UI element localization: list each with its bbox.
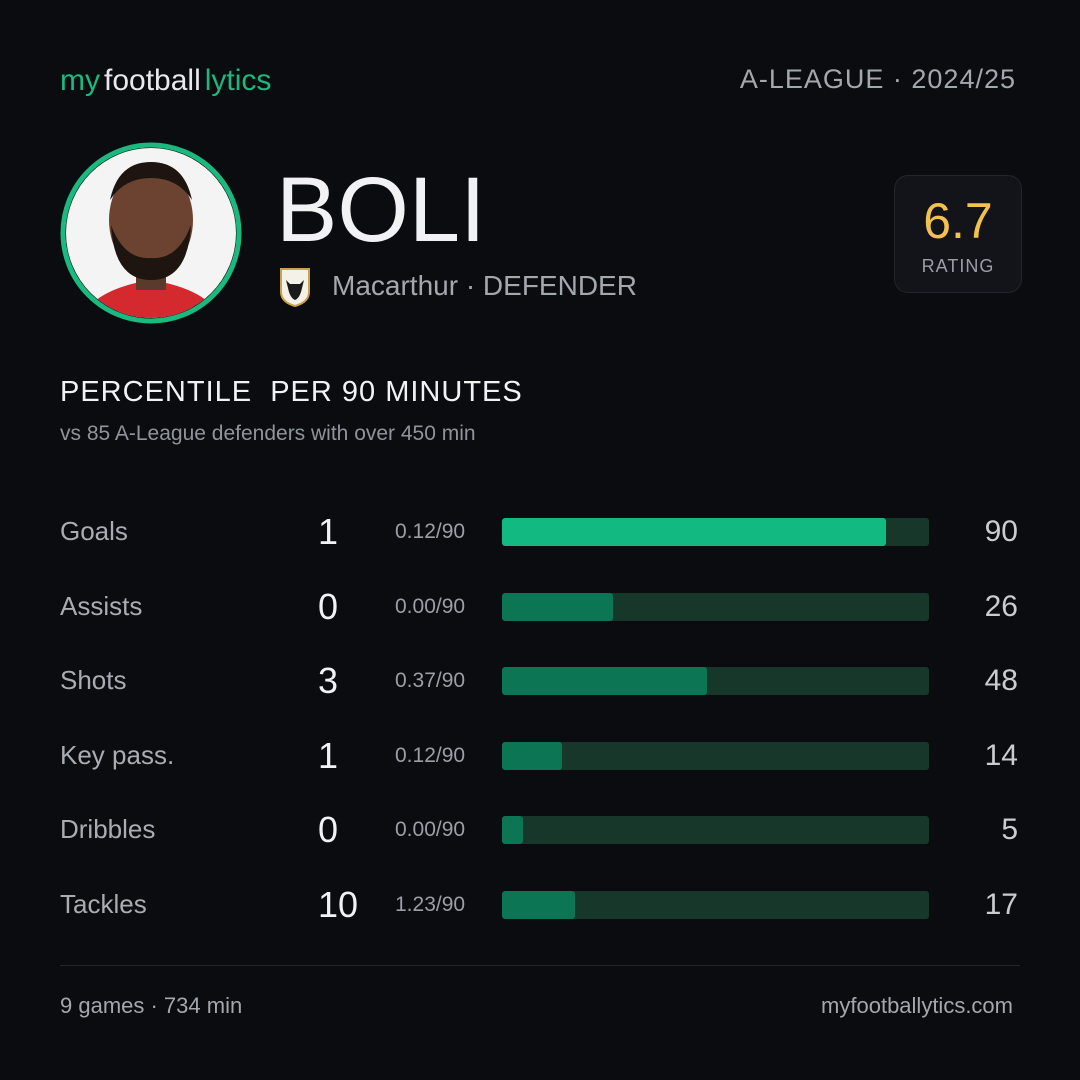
bar-track [502, 667, 929, 696]
divider [60, 965, 1020, 966]
stat-per90: 0.12/90 [395, 743, 466, 767]
rating-value: 6.7 [923, 193, 993, 249]
player-subtitle: Macarthur · DEFENDER [332, 270, 637, 301]
brand-part: football [104, 64, 201, 97]
stat-per90: 0.37/90 [395, 669, 466, 693]
player-name: BOLI [276, 159, 486, 261]
stat-total: 0 [318, 585, 339, 627]
bar [502, 667, 707, 696]
bar [502, 592, 614, 621]
stat-total: 10 [318, 884, 359, 925]
rating-box: 6.7 RATING [894, 175, 1022, 293]
club-badge [280, 268, 310, 308]
bar-track [502, 741, 929, 770]
footer-site: myfootballytics.com [821, 993, 1013, 1018]
bar-track [502, 518, 929, 546]
bar-track [502, 816, 929, 845]
stat-per90: 0.00/90 [395, 818, 466, 842]
stat-per90: 0.12/90 [395, 520, 466, 543]
stat-name: Assists [60, 590, 143, 621]
footer-summary: 9 games · 734 min [60, 993, 243, 1018]
bar-track [502, 891, 929, 919]
stat-percentile: 26 [984, 589, 1018, 623]
stat-name: Goals [60, 516, 128, 546]
league: A-LEAGUE · 2024/25 [739, 64, 1016, 94]
stat-percentile: 17 [984, 888, 1018, 921]
stat-percentile: 5 [1001, 813, 1018, 847]
stat-total: 1 [318, 511, 339, 552]
stat-name: Dribbles [60, 814, 156, 845]
section-title: PERCENTILE PER 90 MINUTES [60, 376, 523, 408]
stat-name: Tackles [60, 889, 147, 919]
bar [502, 518, 887, 546]
stat-name: Shots [60, 665, 127, 696]
bar [502, 891, 575, 919]
stat-total: 3 [318, 660, 339, 702]
stat-percentile: 14 [984, 738, 1018, 772]
stat-per90: 1.23/90 [395, 893, 466, 916]
brand-part: lytics [204, 64, 272, 97]
avatar [60, 142, 242, 324]
section-subtitle: vs 85 A-League defenders with over 450 m… [60, 422, 476, 445]
stat-percentile: 90 [984, 515, 1018, 548]
bar [502, 741, 562, 770]
brand-part: my [60, 64, 100, 97]
brand: my football lytics [60, 64, 275, 98]
rating-label: RATING [921, 256, 995, 276]
stat-name: Key pass. [60, 739, 175, 770]
bar [502, 816, 524, 845]
stat-total: 1 [318, 734, 339, 776]
stat-total: 0 [318, 809, 339, 851]
bar-track [502, 592, 929, 621]
stat-percentile: 48 [984, 664, 1018, 698]
stat-per90: 0.00/90 [395, 594, 466, 618]
